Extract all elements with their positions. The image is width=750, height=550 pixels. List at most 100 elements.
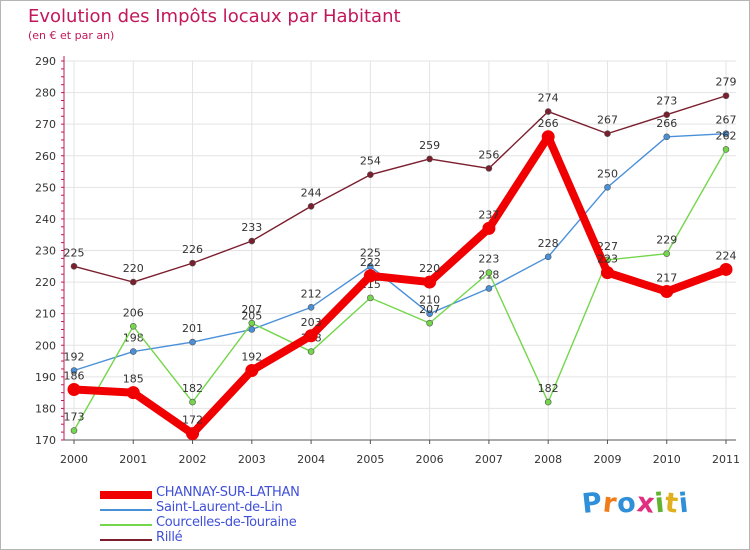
- data-point-saint-laurent-de-lin: [544, 253, 552, 261]
- data-label-channay-sur-lathan: 220: [419, 262, 440, 275]
- data-label-channay-sur-lathan: 192: [241, 351, 262, 364]
- data-label-rill-: 226: [182, 243, 203, 256]
- x-tick-label: 2010: [653, 453, 681, 466]
- data-point-rill-: [129, 278, 137, 286]
- data-label-courcelles-de-touraine: 229: [656, 234, 677, 247]
- data-label-saint-laurent-de-lin: 266: [656, 117, 677, 130]
- x-tick-label: 2003: [238, 453, 266, 466]
- data-label-courcelles-de-touraine: 182: [538, 382, 559, 395]
- data-point-saint-laurent-de-lin: [189, 338, 196, 346]
- data-label-courcelles-de-touraine: 182: [182, 382, 203, 395]
- legend-label: Rillé: [156, 530, 183, 545]
- data-point-channay-sur-lathan: [423, 275, 437, 289]
- data-label-rill-: 273: [656, 95, 677, 108]
- y-tick-label: 220: [35, 276, 56, 289]
- data-point-saint-laurent-de-lin: [663, 133, 671, 141]
- data-point-channay-sur-lathan: [126, 386, 140, 400]
- data-point-courcelles-de-touraine: [70, 427, 78, 434]
- data-point-saint-laurent-de-lin: [70, 367, 78, 374]
- data-point-saint-laurent-de-lin: [248, 326, 256, 333]
- data-point-channay-sur-lathan: [304, 329, 318, 343]
- data-point-rill-: [544, 108, 552, 115]
- data-label-saint-laurent-de-lin: 225: [360, 246, 381, 259]
- chart-title: Evolution des Impôts locaux par Habitant: [28, 6, 401, 27]
- y-tick-label: 180: [35, 402, 56, 415]
- data-label-channay-sur-lathan: 203: [301, 316, 322, 329]
- data-label-rill-: 225: [64, 246, 85, 259]
- data-point-courcelles-de-touraine: [189, 398, 196, 406]
- series-line-saint-laurent-de-lin: [73, 132, 727, 372]
- data-point-rill-: [722, 92, 730, 100]
- data-point-courcelles-de-touraine: [663, 250, 671, 257]
- data-point-channay-sur-lathan: [186, 427, 200, 441]
- x-tick-label: 2004: [297, 453, 325, 466]
- data-point-courcelles-de-touraine: [307, 348, 315, 355]
- x-tick-label: 2006: [416, 453, 444, 466]
- legend-label: Saint-Laurent-de-Lin: [156, 500, 283, 515]
- x-tick-label: 2008: [534, 453, 562, 466]
- series-line-channay-sur-lathan: [70, 132, 730, 438]
- data-label-rill-: 233: [241, 221, 262, 234]
- data-point-saint-laurent-de-lin: [604, 184, 611, 191]
- y-tick-label: 170: [35, 434, 56, 447]
- data-point-rill-: [248, 237, 256, 245]
- data-label-channay-sur-lathan: 266: [538, 117, 559, 130]
- y-tick-label: 270: [35, 118, 56, 131]
- data-label-saint-laurent-de-lin: 212: [301, 287, 322, 300]
- data-point-rill-: [663, 111, 671, 118]
- data-label-channay-sur-lathan: 224: [716, 249, 737, 262]
- data-point-courcelles-de-touraine: [426, 319, 433, 327]
- x-tick-label: 2000: [60, 453, 88, 466]
- y-tick-label: 250: [35, 181, 56, 194]
- y-tick-label: 280: [35, 87, 56, 100]
- data-label-courcelles-de-touraine: 227: [597, 240, 618, 253]
- data-point-channay-sur-lathan: [719, 262, 733, 276]
- data-label-courcelles-de-touraine: 207: [241, 303, 262, 316]
- data-point-rill-: [307, 202, 315, 210]
- data-label-channay-sur-lathan: 223: [597, 253, 618, 266]
- data-point-saint-laurent-de-lin: [307, 304, 315, 311]
- y-tick-label: 260: [35, 150, 56, 163]
- data-label-saint-laurent-de-lin: 250: [597, 167, 618, 180]
- x-tick-label: 2009: [593, 453, 621, 466]
- data-label-rill-: 256: [478, 148, 499, 161]
- data-label-rill-: 259: [419, 139, 440, 152]
- data-point-channay-sur-lathan: [363, 269, 377, 283]
- data-point-courcelles-de-touraine: [248, 319, 256, 327]
- data-point-courcelles-de-touraine: [485, 269, 493, 276]
- data-point-rill-: [485, 165, 493, 172]
- data-point-channay-sur-lathan: [660, 285, 674, 299]
- data-label-channay-sur-lathan: 237: [478, 208, 499, 221]
- data-label-saint-laurent-de-lin: 205: [241, 309, 262, 322]
- series-line-courcelles-de-touraine: [73, 148, 727, 432]
- y-tick-label: 210: [35, 308, 56, 321]
- data-label-courcelles-de-touraine: 223: [478, 253, 499, 266]
- data-point-rill-: [189, 259, 196, 267]
- data-label-rill-: 220: [123, 262, 144, 275]
- data-label-courcelles-de-touraine: 173: [64, 411, 85, 424]
- data-label-rill-: 267: [597, 114, 618, 127]
- data-label-saint-laurent-de-lin: 267: [716, 114, 737, 127]
- legend-swatch: [100, 509, 152, 511]
- data-label-channay-sur-lathan: 185: [123, 373, 144, 386]
- data-label-rill-: 279: [716, 76, 737, 89]
- y-tick-label: 290: [35, 55, 56, 68]
- logo-letter: i: [677, 487, 692, 520]
- data-label-rill-: 274: [538, 92, 559, 105]
- data-point-channay-sur-lathan: [541, 130, 555, 144]
- data-point-saint-laurent-de-lin: [426, 310, 433, 317]
- data-point-courcelles-de-touraine: [129, 322, 137, 330]
- data-point-rill-: [604, 130, 611, 137]
- data-point-saint-laurent-de-lin: [485, 285, 493, 292]
- x-tick-label: 2007: [475, 453, 503, 466]
- data-label-channay-sur-lathan: 172: [182, 414, 203, 427]
- legend-label: Courcelles-de-Touraine: [156, 515, 297, 530]
- x-tick-label: 2001: [119, 453, 147, 466]
- data-label-courcelles-de-touraine: 207: [419, 303, 440, 316]
- data-label-saint-laurent-de-lin: 210: [419, 294, 440, 307]
- data-label-courcelles-de-touraine: 206: [123, 306, 144, 319]
- x-tick-label: 2011: [712, 453, 740, 466]
- data-point-channay-sur-lathan: [245, 364, 259, 378]
- x-tick-label: 2005: [356, 453, 384, 466]
